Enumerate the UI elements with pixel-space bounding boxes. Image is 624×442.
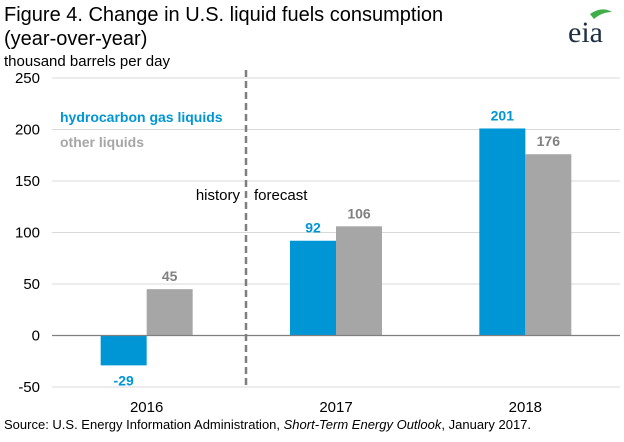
eia-logo-leaf-icon bbox=[590, 9, 612, 19]
bar bbox=[336, 226, 382, 336]
y-tick-label: -50 bbox=[18, 379, 40, 396]
y-tick-label: 50 bbox=[23, 276, 40, 293]
data-label: 45 bbox=[162, 268, 178, 284]
legend-other-liquids: other liquids bbox=[60, 134, 144, 150]
y-tick-label: 250 bbox=[15, 70, 40, 87]
legend-hydrocarbon-gas-liquids: hydrocarbon gas liquids bbox=[60, 109, 223, 125]
source-note: Source: U.S. Energy Information Administ… bbox=[4, 417, 531, 432]
y-tick-label: 0 bbox=[32, 328, 40, 345]
data-label: 106 bbox=[347, 205, 371, 221]
data-label: 92 bbox=[305, 220, 321, 236]
y-axis-unit-label: thousand barrels per day bbox=[4, 53, 170, 70]
bar bbox=[100, 335, 147, 366]
eia-logo-text: eia bbox=[568, 16, 603, 49]
bar bbox=[146, 289, 193, 336]
axes: 250 200 150 100 50 0 -50 2016 2017 2018 bbox=[15, 70, 620, 416]
data-label: -29 bbox=[114, 372, 134, 388]
history-label: history bbox=[196, 187, 241, 204]
bar bbox=[479, 128, 526, 336]
y-tick-label: 200 bbox=[15, 122, 40, 139]
x-category-label: 2016 bbox=[130, 399, 163, 416]
source-suffix: , January 2017. bbox=[441, 417, 531, 432]
x-category-label: 2017 bbox=[319, 399, 352, 416]
y-tick-label: 150 bbox=[15, 173, 40, 190]
forecast-label: forecast bbox=[254, 187, 308, 204]
x-category-label: 2018 bbox=[509, 399, 542, 416]
data-label: 176 bbox=[537, 133, 561, 149]
y-tick-label: 100 bbox=[15, 225, 40, 242]
data-labels: -29 45 92 106 201 176 bbox=[114, 107, 561, 388]
bar bbox=[525, 154, 572, 336]
data-label: 201 bbox=[491, 107, 515, 123]
source-prefix: Source: U.S. Energy Information Administ… bbox=[4, 417, 284, 432]
chart-title-line1: Figure 4. Change in U.S. liquid fuels co… bbox=[4, 4, 443, 26]
source-publication: Short-Term Energy Outlook bbox=[284, 417, 443, 432]
eia-logo: eia bbox=[568, 9, 612, 49]
bar bbox=[290, 240, 336, 336]
chart-title-line2: (year-over-year) bbox=[4, 28, 147, 50]
bars bbox=[100, 128, 572, 366]
